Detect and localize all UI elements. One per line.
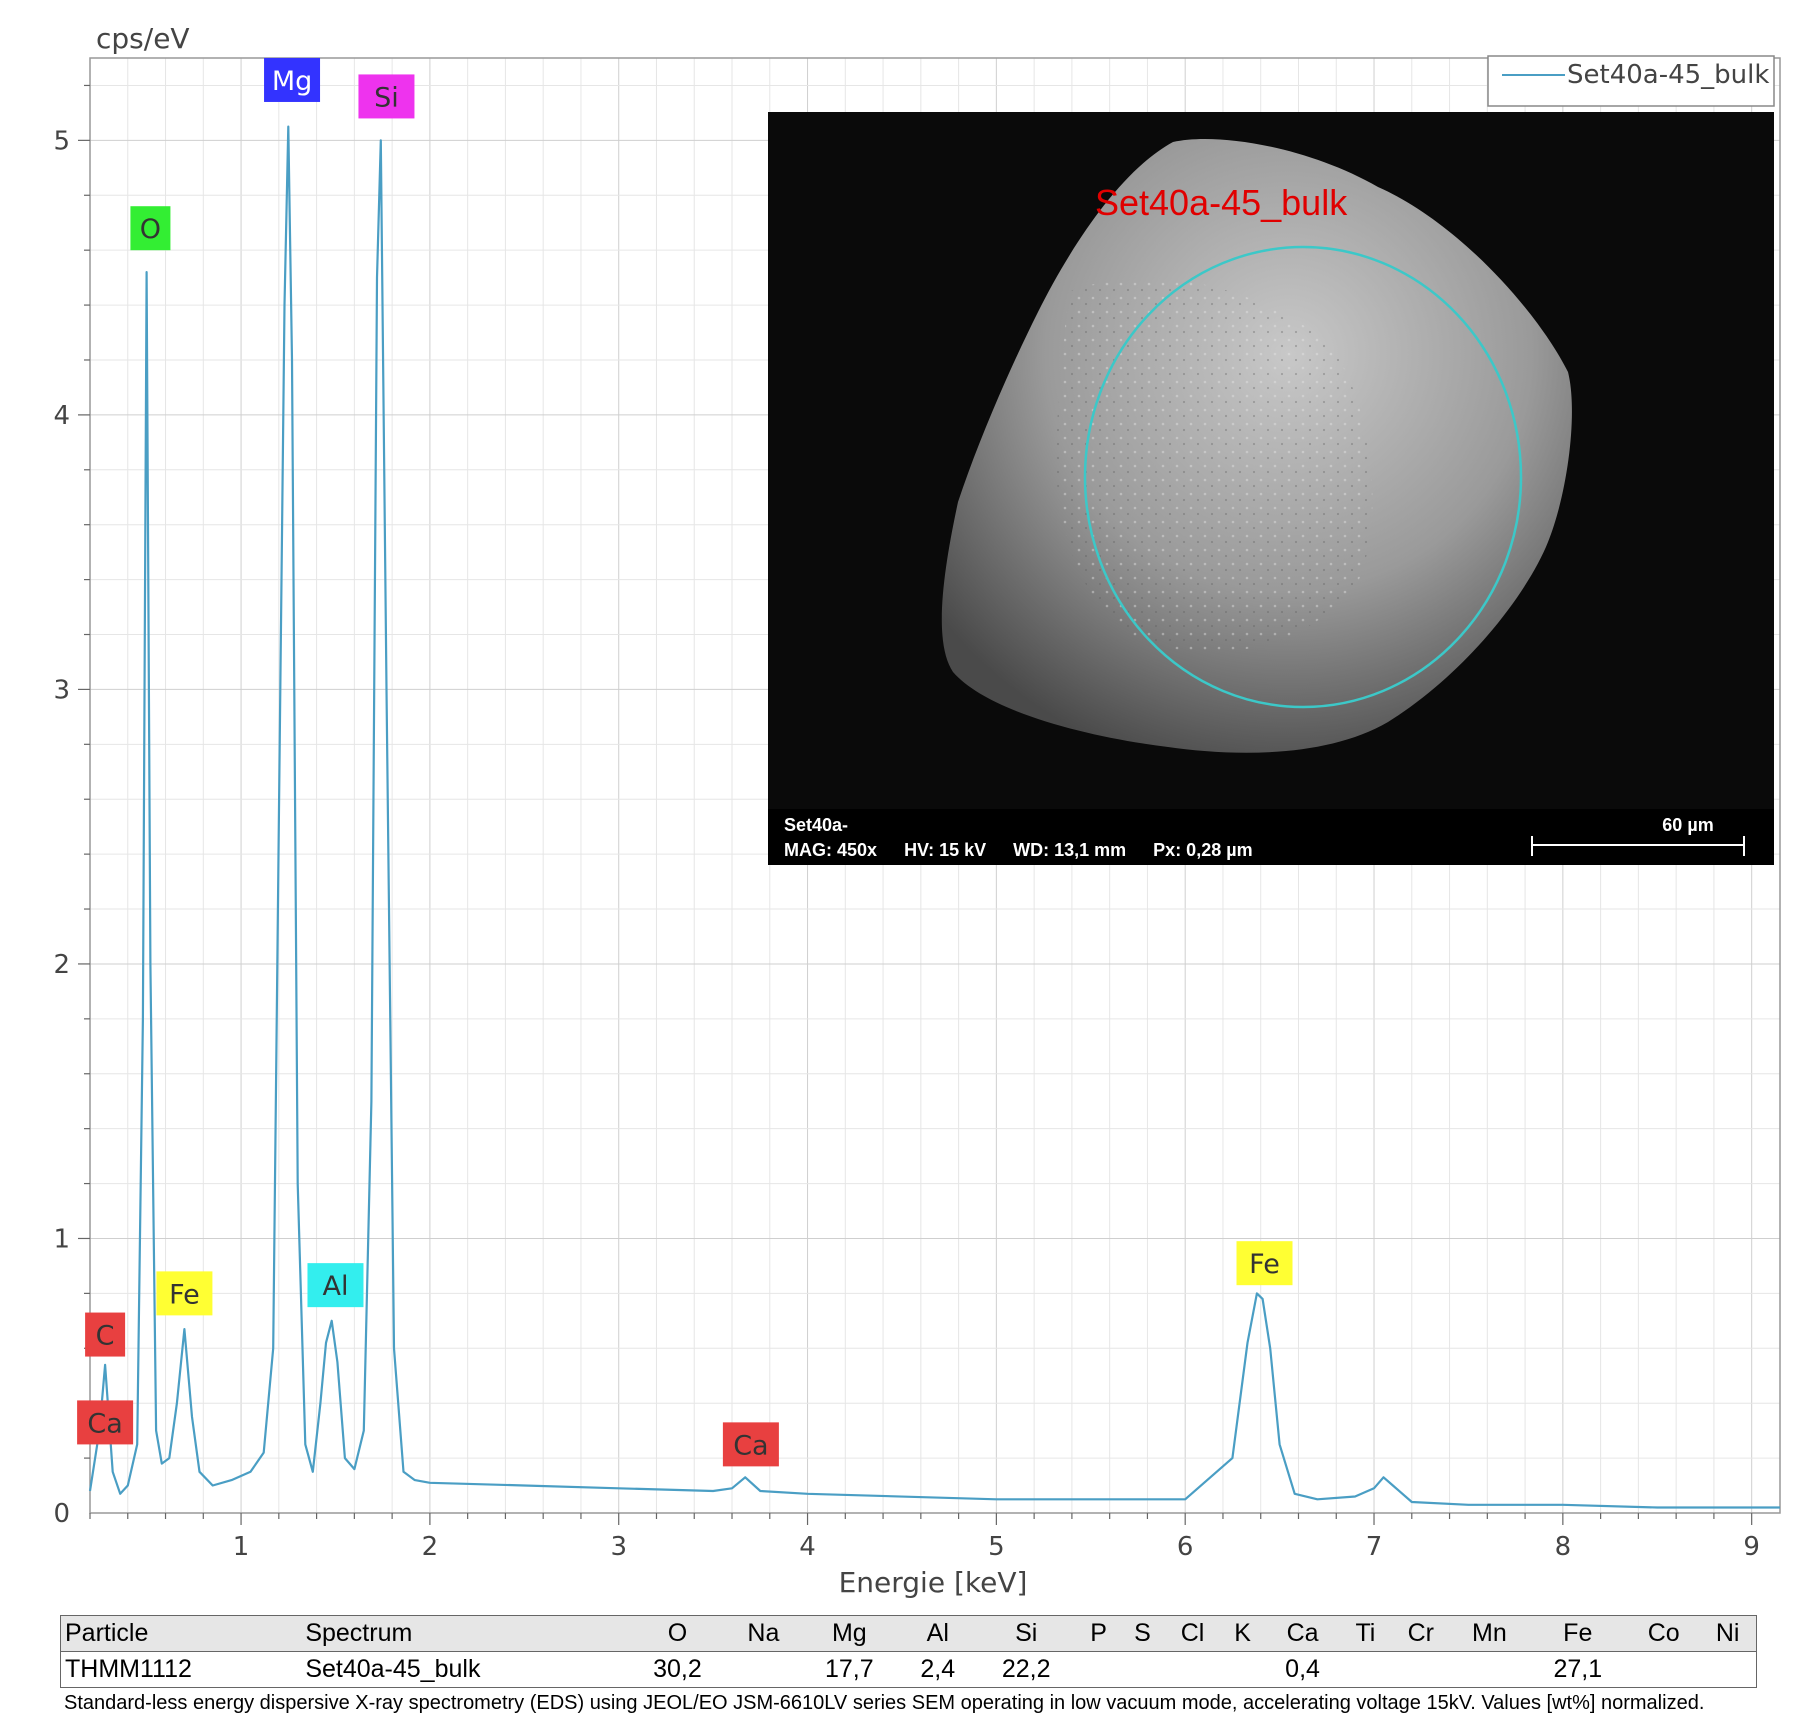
element-label: Al — [322, 1271, 348, 1302]
column-header: Ti — [1340, 1615, 1391, 1652]
sem-particle-texture — [1055, 278, 1373, 653]
element-label-box — [264, 57, 321, 102]
y-tick-label: 0 — [53, 1499, 70, 1529]
x-tick-label: 3 — [610, 1532, 627, 1562]
x-tick-label: 9 — [1743, 1532, 1760, 1562]
table-cell — [1390, 1651, 1452, 1688]
column-header: Si — [975, 1615, 1077, 1652]
table-row: THMM1112 Set40a-45_bulk 30,2 17,7 2,4 22,2 0,4… — [60, 1651, 1758, 1688]
sem-particle-image — [768, 112, 1774, 809]
table-cell: Set40a-45_bulk — [301, 1651, 628, 1688]
series-line-set40a-45-bulk — [88, 125, 1780, 1509]
x-tick-label: 4 — [799, 1532, 816, 1562]
table-cell — [1340, 1651, 1391, 1688]
x-axis-title: Energie [keV] — [839, 1566, 1028, 1599]
table-cell — [1699, 1651, 1758, 1688]
table-cell — [727, 1651, 799, 1688]
table-cell: THMM1112 — [60, 1651, 302, 1688]
sem-analysis-region — [1083, 245, 1523, 709]
y-tick-label: 1 — [53, 1224, 70, 1254]
column-header: Mn — [1451, 1615, 1528, 1652]
sem-working-distance: WD: 13,1 mm — [1013, 840, 1127, 860]
column-header: Fe — [1527, 1615, 1629, 1652]
table-cell: 30,2 — [627, 1651, 728, 1688]
x-tick-label: 1 — [233, 1532, 250, 1562]
sem-micrograph-inset: Set40a-45_bulk Set40a- MAG: 450x HV: 15 … — [768, 112, 1774, 865]
plot-area-frame — [89, 57, 1781, 1514]
element-label-box — [1236, 1241, 1293, 1286]
element-label: Fe — [1249, 1249, 1280, 1280]
column-header: Ni — [1699, 1615, 1758, 1652]
sem-magnification: MAG: 450x — [784, 840, 878, 860]
table-cell: 27,1 — [1527, 1651, 1629, 1688]
sem-pixel-size: Px: 0,28 µm — [1153, 840, 1253, 860]
column-header: Mg — [798, 1615, 900, 1652]
element-label: Si — [374, 82, 399, 113]
y-axis-title: cps/eV — [96, 22, 190, 55]
table-cell: 0,4 — [1264, 1651, 1341, 1688]
element-annotations: C Ca O Fe Mg Al Si Ca Fe — [77, 57, 1293, 1467]
axis-ticks: 1 2 3 4 5 6 7 8 9 0 1 2 3 4 5 — [53, 84, 1760, 1562]
table-cell — [1628, 1651, 1700, 1688]
element-label: C — [96, 1321, 115, 1352]
column-header: Particle — [60, 1615, 302, 1652]
column-header: Na — [727, 1615, 799, 1652]
y-tick-label: 5 — [53, 126, 70, 156]
x-tick-label: 2 — [422, 1532, 439, 1562]
column-header: Cr — [1390, 1615, 1452, 1652]
element-label-box — [130, 206, 171, 251]
sem-sample-name: Set40a- — [784, 815, 849, 835]
y-tick-label: 3 — [53, 675, 70, 705]
element-label: Ca — [733, 1430, 768, 1461]
element-label: Ca — [87, 1408, 122, 1439]
legend-entry: Set40a-45_bulk — [1567, 60, 1769, 90]
x-tick-label: 6 — [1177, 1532, 1194, 1562]
x-tick-label: 5 — [988, 1532, 1005, 1562]
x-tick-label: 7 — [1366, 1532, 1383, 1562]
table-header-row: Particle Spectrum O Na Mg Al Si P S Cl K Ca Ti Cr Mn Fe… — [60, 1615, 1758, 1652]
table-cell: 22,2 — [975, 1651, 1077, 1688]
element-label-box — [722, 1422, 779, 1467]
legend-box — [1487, 55, 1775, 107]
table-cell — [1451, 1651, 1528, 1688]
sem-spectrum-label: Set40a-45_bulk — [1095, 182, 1348, 223]
element-label: Fe — [169, 1279, 200, 1310]
column-header: O — [627, 1615, 728, 1652]
column-header: Co — [1628, 1615, 1700, 1652]
column-header: P — [1076, 1615, 1121, 1652]
composition-table: Particle Spectrum O Na Mg Al Si P S Cl K Ca Ti Cr Mn Fe… — [60, 1615, 1758, 1688]
column-header: Ca — [1264, 1615, 1341, 1652]
element-label-box — [85, 1312, 126, 1357]
table-cell: 17,7 — [798, 1651, 900, 1688]
element-label-box — [77, 1400, 134, 1445]
sem-parameters: MAG: 450x HV: 15 kV WD: 13,1 mm Px: 0,28… — [784, 840, 1275, 861]
table-cell — [1076, 1651, 1121, 1688]
table-cell — [1120, 1651, 1165, 1688]
scale-bar — [1531, 836, 1745, 856]
sem-info-bar: Set40a- MAG: 450x HV: 15 kV WD: 13,1 mm … — [768, 809, 1774, 865]
legend: Set40a-45_bulk — [1487, 55, 1775, 107]
table-cell: 2,4 — [899, 1651, 976, 1688]
y-tick-label: 2 — [53, 950, 70, 980]
element-label: O — [140, 214, 161, 245]
y-tick-label: 4 — [53, 401, 70, 431]
table-cell — [1220, 1651, 1265, 1688]
column-header: S — [1120, 1615, 1165, 1652]
column-header: K — [1220, 1615, 1265, 1652]
table-cell — [1164, 1651, 1221, 1688]
scale-bar-label: 60 µm — [1662, 815, 1714, 835]
method-footnote: Standard-less energy dispersive X-ray sp… — [64, 1692, 1705, 1714]
element-label-box — [156, 1271, 213, 1316]
element-label-box — [307, 1263, 364, 1308]
element-label-box — [358, 74, 415, 119]
x-tick-label: 8 — [1555, 1532, 1572, 1562]
column-header: Al — [899, 1615, 976, 1652]
column-header: Spectrum — [301, 1615, 628, 1652]
sem-high-voltage: HV: 15 kV — [904, 840, 987, 860]
element-label: Mg — [272, 66, 312, 97]
column-header: Cl — [1164, 1615, 1221, 1652]
chart-grid — [89, 58, 1780, 1513]
